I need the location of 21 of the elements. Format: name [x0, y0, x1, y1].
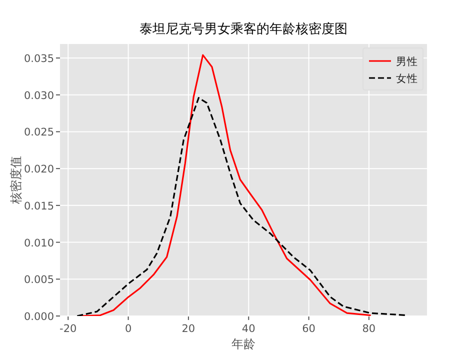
x-tick-label: -20 — [60, 323, 77, 335]
y-tick-label: 0.030 — [24, 90, 54, 102]
line-series — [79, 54, 371, 316]
y-axis-title: 核密度值 — [9, 156, 23, 205]
chart-title: 泰坦尼克号男女乘客的年龄核密度图 — [140, 21, 348, 37]
x-tick-label: 0 — [124, 323, 132, 335]
y-tick-label: 0.015 — [24, 200, 54, 212]
y-tick-label: 0.020 — [24, 164, 54, 176]
y-tick-label: 0.035 — [24, 53, 54, 66]
line-series — [76, 97, 408, 316]
y-tick-label: 0.000 — [24, 311, 54, 323]
x-tick-label: 80 — [362, 323, 376, 335]
y-tick-label: 0.005 — [24, 274, 54, 286]
y-tick-label: 0.010 — [24, 237, 54, 250]
legend-label: 男性 — [396, 56, 418, 68]
x-tick-label: 20 — [182, 323, 196, 335]
legend-label: 女性 — [396, 73, 418, 85]
x-axis-title: 年龄 — [232, 337, 256, 351]
x-tick-label: 60 — [302, 323, 316, 335]
y-tick-label: 0.025 — [24, 126, 54, 139]
x-tick-label: 40 — [242, 323, 256, 335]
